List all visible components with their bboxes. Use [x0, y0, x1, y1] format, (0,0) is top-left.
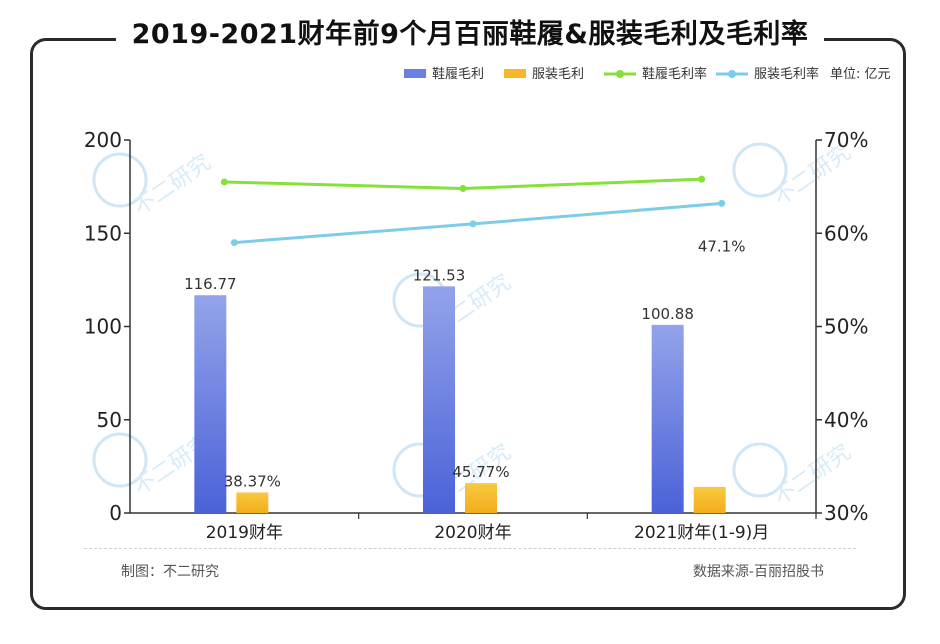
bar-value-label: 121.53 [413, 266, 466, 284]
bar-鞋履毛利-2 [651, 324, 684, 513]
chart-title: 2019-2021财年前9个月百丽鞋履&服装毛利及毛利率 [115, 12, 825, 51]
right-tick-label: 50% [824, 315, 868, 339]
x-tick-label: 2019财年 [206, 523, 283, 543]
bar-服装毛利-1 [465, 483, 497, 513]
x-tick-label: 2021财年(1-9)月 [634, 523, 769, 543]
line-服装毛利率 [234, 201, 722, 245]
right-tick-label: 30% [824, 501, 868, 525]
watermark-logo-0 [92, 152, 148, 208]
legend-swatch-1 [504, 69, 526, 78]
legend-label-3: 服装毛利率 [754, 66, 819, 82]
line-point-鞋履毛利率-1 [459, 184, 467, 192]
watermark-text-0: 不二研究 [129, 150, 215, 221]
bar-value-label: 38.37% [224, 472, 281, 490]
title-wrap: 2019-2021财年前9个月百丽鞋履&服装毛利及毛利率 [0, 12, 940, 51]
line-point-服装毛利率-0 [230, 239, 238, 247]
left-tick-label: 200 [84, 128, 122, 152]
legend-label-1: 服装毛利 [532, 67, 584, 82]
legend-label-2: 鞋履毛利率 [642, 66, 707, 82]
bar-服装毛利-0 [236, 492, 269, 513]
bar-value-label: 45.77% [452, 463, 509, 481]
line-value-label: 47.1% [698, 237, 746, 255]
line-point-鞋履毛利率-0 [220, 178, 228, 186]
bar-value-label: 100.88 [641, 305, 694, 323]
bar-服装毛利-2 [693, 486, 726, 513]
footer-divider [84, 548, 856, 549]
watermark-logo-2 [732, 142, 788, 198]
unit-label: 单位: 亿元 [830, 67, 891, 82]
left-tick-label: 100 [84, 315, 122, 339]
bar-鞋履毛利-1 [423, 286, 455, 513]
line-point-服装毛利率-1 [469, 220, 477, 228]
watermark-logo-5 [732, 442, 788, 498]
left-tick-label: 150 [84, 221, 122, 245]
line-point-鞋履毛利率-2 [698, 175, 706, 183]
legend-label-0: 鞋履毛利 [432, 66, 484, 82]
legend-marker-2 [616, 70, 624, 78]
legend-marker-3 [728, 70, 736, 78]
legend-swatch-0 [404, 69, 426, 78]
left-tick-label: 50 [97, 408, 122, 432]
left-tick-label: 0 [109, 501, 122, 525]
right-tick-label: 60% [824, 221, 868, 245]
bar-鞋履毛利-0 [194, 295, 227, 513]
source-text: 数据来源-百丽招股书 [692, 564, 824, 580]
credit-text: 制图：不二研究 [121, 564, 219, 580]
bar-value-label: 116.77 [184, 275, 237, 293]
right-tick-label: 40% [824, 408, 868, 432]
watermark-logo-3 [92, 432, 148, 488]
x-tick-label: 2020财年 [434, 523, 511, 543]
right-tick-label: 70% [824, 128, 868, 152]
line-point-服装毛利率-2 [718, 199, 726, 207]
